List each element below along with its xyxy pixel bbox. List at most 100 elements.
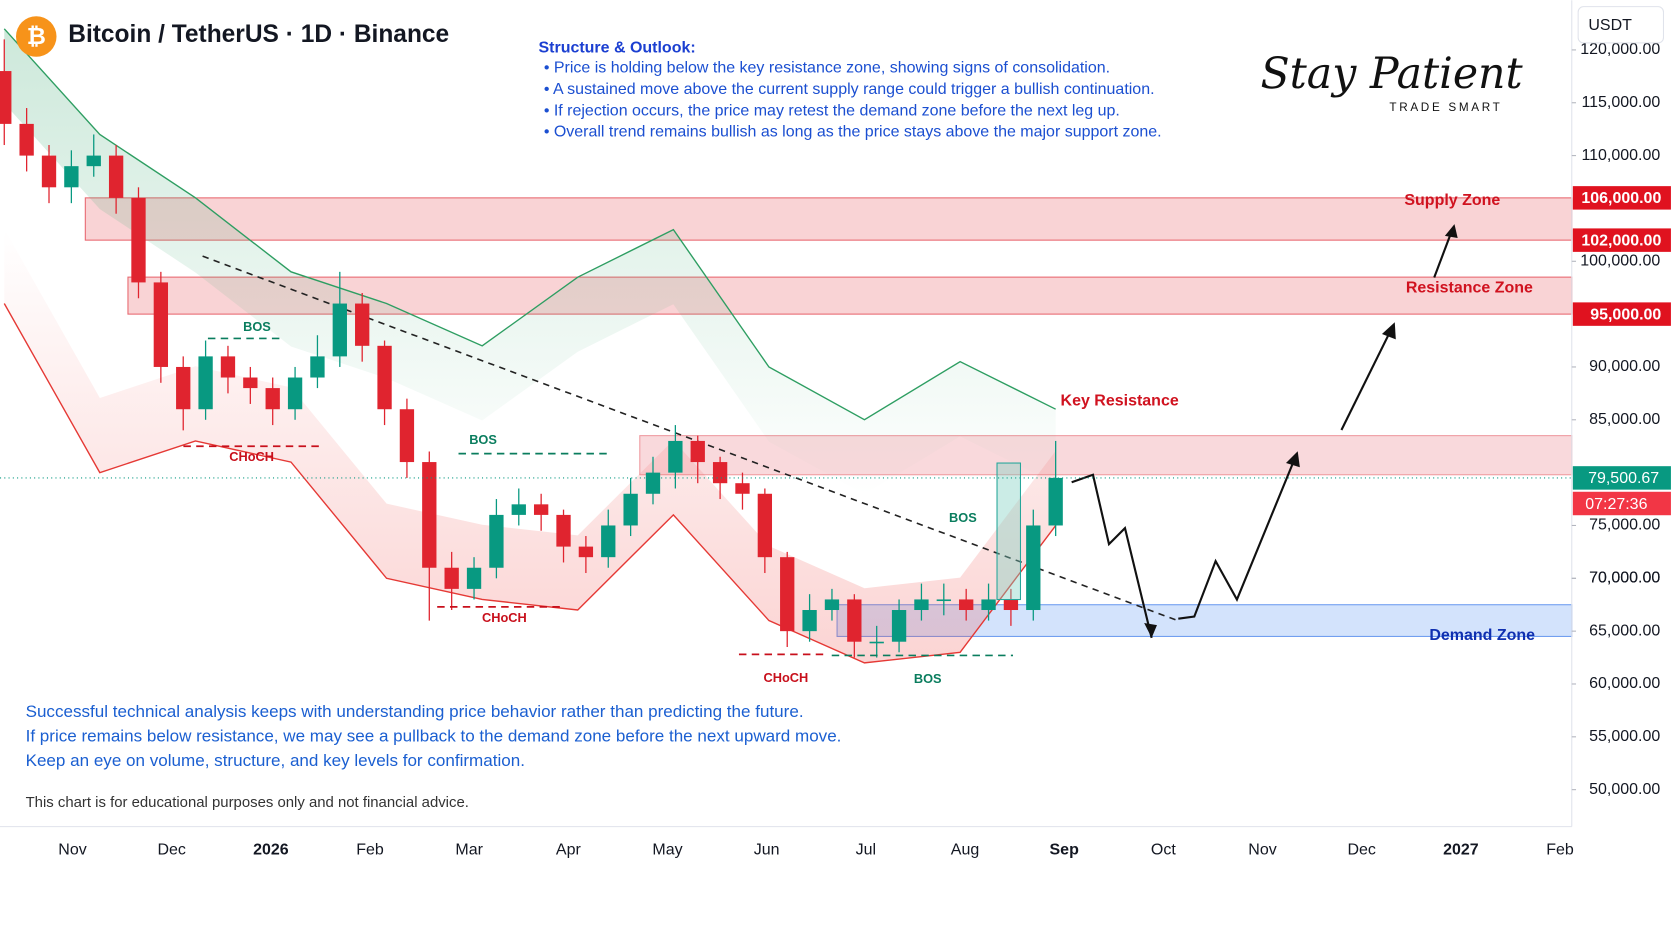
zone-label: Key Resistance [1061,392,1179,409]
y-tick-label: 60,000.00 [1589,675,1660,692]
outlook-point: • Price is holding below the key resista… [544,60,1110,77]
outlook-point: • If rejection occurs, the price may ret… [544,102,1120,119]
y-tick-label: 70,000.00 [1589,570,1660,587]
y-tick-label: 55,000.00 [1589,728,1660,745]
candle-body [19,123,34,156]
candle-body [310,356,325,378]
x-tick-label: Jul [856,841,876,858]
structure-label: BOS [914,671,942,686]
structure-label: CHoCH [764,670,809,685]
y-tick-label: 120,000.00 [1580,41,1660,58]
zone [84,197,1573,241]
candle-body [489,514,504,568]
price-tag [1572,228,1671,252]
candle-body [981,599,996,611]
candle-body [287,377,303,410]
candle-body [444,567,459,589]
x-tick-label: 2026 [253,841,289,858]
candle-body [176,366,191,410]
candle-body [355,303,370,346]
arrow-head [1285,451,1300,468]
last-price-label: 79,500.67 [1588,470,1659,487]
note-line: Keep an eye on volume, structure, and ke… [26,751,525,770]
candle-body [64,166,79,188]
x-tick-label: Feb [356,841,384,858]
breakout-box [996,462,1022,601]
candle-body [780,557,795,632]
currency: USDT [1588,17,1632,34]
price-tag [1572,302,1671,326]
x-tick-label: Apr [556,841,582,858]
zone-label: Demand Zone [1429,627,1535,644]
projection-path [1071,473,1153,639]
candle-body [623,493,638,526]
candle-body [645,472,661,494]
x-tick-label: Oct [1151,841,1176,858]
lower-band-fill [4,228,1056,663]
arrow-head [1381,322,1396,340]
y-tick-label: 50,000.00 [1589,781,1660,798]
candle-body [914,599,929,611]
outlook-point: • Overall trend remains bullish as long … [544,124,1162,141]
candle-body [601,525,616,558]
y-tick-label: 65,000.00 [1589,622,1660,639]
candle-body [1026,525,1041,611]
x-tick-label: Jun [754,841,780,858]
candle-body [108,155,124,198]
candle-body [399,409,415,463]
y-tick-label: 70,000.00 [1589,570,1660,587]
candle-body [243,377,258,389]
candle-body [802,610,817,632]
x-tick-label: 2027 [1443,841,1479,858]
candle-body [869,641,884,644]
candle-body [422,462,437,568]
countdown-tag [1572,491,1671,516]
candle-body [690,440,705,463]
structure-label: BOS [949,510,977,525]
candle-body [847,599,862,642]
trendline [202,255,1179,622]
zone-label: Supply Zone [1404,192,1500,209]
x-tick-label: Sep [1050,841,1080,858]
x-tick-label: Nov [58,841,86,858]
arrow-head [1144,622,1157,638]
x-tick-label: Nov [1248,841,1276,858]
projection-arrow [1340,328,1393,431]
x-tick-label: Aug [951,841,979,858]
zone-label: Resistance Zone [1406,279,1533,296]
outlook-title: Structure & Outlook: [538,39,695,56]
y-tick-label: 75,000.00 [1589,517,1660,534]
projection-path [1178,456,1297,620]
lower-band [3,303,1057,664]
candle-body [86,155,101,167]
candle-body [533,504,549,515]
projection-arrow [1433,229,1454,278]
candle-body [220,356,236,378]
x-tick-label: Dec [157,841,185,858]
candle-body [757,493,773,558]
structure-label: CHoCH [482,610,527,625]
candle-body [824,599,840,611]
disclaimer: This chart is for educational purposes o… [26,794,469,811]
x-tick-label: Mar [455,841,483,858]
price-tag-label: 106,000.00 [1581,190,1661,207]
candle-body [1048,477,1063,526]
candle-body [1003,599,1019,611]
candle-body [198,356,213,410]
logo-tagline: TRADE SMART [1389,101,1502,114]
candle-body [332,303,347,357]
note-line: Successful technical analysis keeps with… [26,702,804,721]
countdown: 07:27:36 [1585,496,1647,513]
structure-label: CHoCH [229,449,274,464]
y-tick-label: 100,000.00 [1580,252,1660,269]
upper-band [3,28,1056,421]
currency-box [1577,6,1665,44]
candle-body [377,345,392,410]
candle-body [578,546,594,558]
price-tag [1572,186,1671,210]
symbol-title: Bitcoin / TetherUS · 1D · Binance [68,21,449,48]
note-line: If price remains below resistance, we ma… [26,727,842,746]
candle-body [735,483,750,494]
